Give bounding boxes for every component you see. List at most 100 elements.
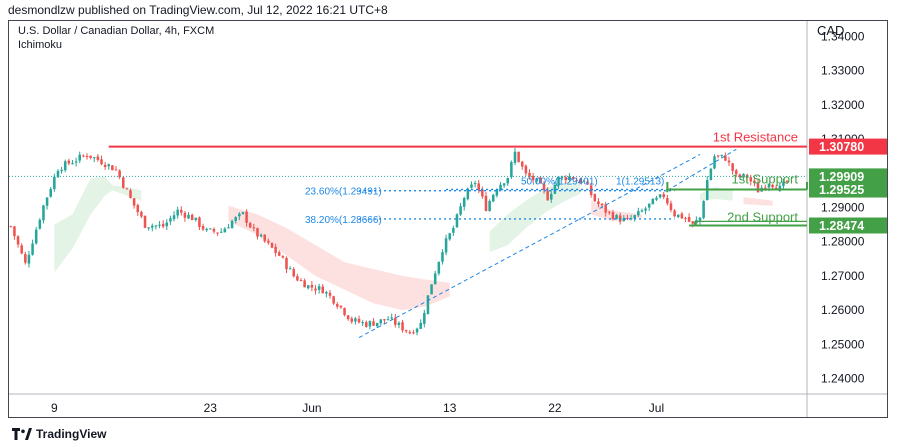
candle-body	[593, 194, 597, 202]
candle-body	[724, 155, 727, 161]
candle-body	[372, 321, 375, 326]
fib-23-label: 23.60%(1.29491)	[305, 187, 382, 198]
candle-body	[637, 211, 640, 216]
candle-body	[713, 156, 716, 169]
trendline	[358, 154, 701, 338]
candle-body	[531, 175, 535, 181]
candle-body	[325, 292, 328, 294]
candle-body	[611, 212, 615, 220]
fib-100-label: 1(1.29513)	[616, 177, 664, 188]
candle-body	[669, 203, 673, 211]
candle-body	[742, 173, 745, 177]
candle-body	[687, 216, 691, 222]
candle-body	[510, 162, 513, 178]
tradingview-branding[interactable]: TradingView	[12, 426, 106, 442]
candle-body	[499, 184, 502, 191]
candle-body	[310, 284, 314, 288]
time-tick-label: Jun	[302, 401, 321, 415]
candle-body	[452, 227, 455, 233]
publisher-caption: desmondlzw published on TradingView.com,…	[8, 3, 388, 17]
candle-body	[82, 155, 85, 157]
candle-body	[662, 194, 665, 198]
candle-body	[241, 212, 245, 214]
cloud-bearish-area	[743, 197, 773, 206]
candle-body	[767, 184, 771, 188]
indicator-name[interactable]: Ichimoku	[18, 39, 62, 51]
candle-body	[292, 269, 296, 277]
candle-body	[161, 223, 165, 227]
candle-body	[277, 252, 281, 256]
candle-body	[633, 215, 636, 219]
candle-body	[517, 151, 520, 163]
candle-body	[579, 179, 582, 183]
current-price-tag: 1.29909	[819, 170, 864, 184]
candle-body	[513, 151, 517, 163]
candle-body	[397, 322, 401, 325]
candle-body	[459, 206, 462, 215]
candle-body	[546, 190, 549, 201]
candle-body	[267, 240, 270, 243]
candle-body	[568, 176, 571, 181]
resistance-label: 1st Resistance	[713, 130, 798, 145]
candle-body	[383, 319, 386, 321]
candle-body	[288, 268, 292, 270]
candle-body	[423, 312, 426, 324]
candle-body	[234, 217, 237, 221]
candle-body	[466, 188, 470, 200]
candle-body	[92, 157, 96, 159]
candle-body	[698, 217, 702, 221]
candle-body	[691, 221, 695, 224]
candle-body	[63, 161, 67, 171]
chart-annotations: U.S. Dollar / Canadian Dollar, 4h, FXCM …	[18, 25, 798, 226]
candle-body	[444, 238, 448, 253]
candle-body	[100, 159, 103, 165]
candle-body	[176, 209, 179, 216]
candle-body	[74, 161, 78, 163]
price-tick-label: 1.32000	[821, 98, 865, 112]
candlestick-series	[9, 148, 789, 336]
candle-body	[151, 225, 154, 228]
chart-frame	[8, 20, 888, 418]
candle-body	[412, 332, 415, 334]
candle-body	[339, 305, 343, 308]
trendline	[667, 148, 737, 191]
price-tick-label: 1.25000	[821, 337, 865, 351]
candle-body	[462, 198, 466, 207]
candle-body	[49, 188, 52, 197]
cloud-bearish-area	[591, 200, 642, 222]
time-tick-label: 22	[548, 401, 562, 415]
time-tick-label: Jul	[649, 401, 664, 415]
candle-body	[212, 228, 216, 232]
support-2-price-tag: 1.28474	[819, 219, 864, 233]
candle-body	[720, 154, 724, 156]
candle-body	[680, 213, 684, 219]
candle-body	[245, 211, 248, 223]
candle-body	[209, 228, 212, 230]
candle-body	[194, 217, 198, 220]
candle-body	[622, 217, 626, 222]
candle-body	[553, 184, 557, 194]
candle-body	[477, 183, 481, 190]
candle-body	[223, 228, 227, 233]
candle-body	[147, 227, 150, 229]
ichimoku-cloud	[54, 176, 773, 311]
candle-body	[488, 200, 491, 212]
candle-body	[9, 226, 13, 228]
support-1-price-tag-box	[809, 181, 887, 198]
candle-body	[321, 286, 325, 294]
candle-body	[524, 165, 528, 174]
candle-body	[484, 195, 488, 211]
candle-body	[764, 187, 767, 189]
candle-body	[557, 176, 560, 186]
price-chart[interactable]: CAD 1.340001.330001.320001.310001.300001…	[9, 21, 887, 417]
candle-body	[165, 222, 169, 227]
support-1-price-tag: 1.29525	[819, 183, 864, 197]
candle-body	[658, 194, 662, 198]
candle-body	[248, 223, 252, 228]
candle-body	[604, 204, 607, 213]
candle-body	[394, 317, 397, 325]
candle-body	[365, 322, 368, 327]
candle-body	[335, 304, 339, 307]
candle-body	[528, 172, 531, 177]
candle-body	[198, 217, 201, 227]
